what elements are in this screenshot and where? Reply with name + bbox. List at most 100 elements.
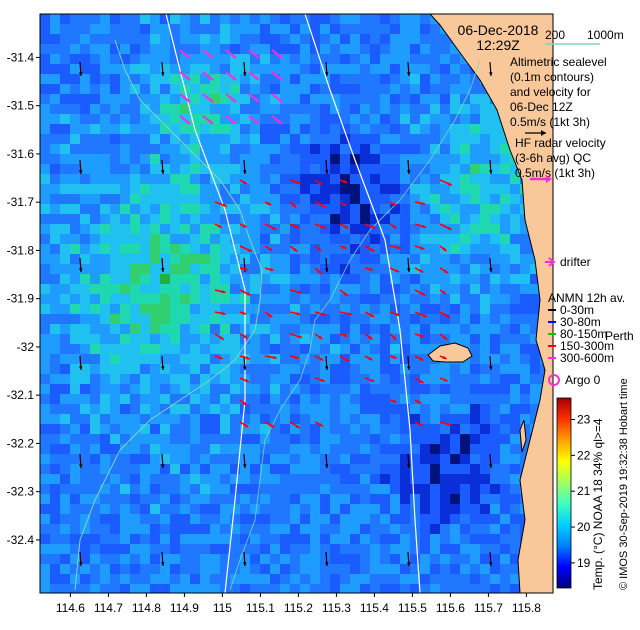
hf-arrow-head <box>369 267 373 271</box>
hf-arrow-head <box>368 356 373 361</box>
hf-arrow-head <box>292 203 297 208</box>
hf-arrow-head <box>247 248 252 252</box>
hf-arrow-head <box>242 224 247 228</box>
hf-arrow-head <box>344 225 349 229</box>
altimetry-arrow-head <box>161 464 165 468</box>
y-tick-label: -31.7 <box>7 195 35 209</box>
colorbar-tick-label: 23 <box>577 413 591 427</box>
hf-arrow-head <box>221 289 226 294</box>
hf-arrow-head <box>270 424 275 428</box>
hf-arrow-head <box>218 355 223 360</box>
hf-arrow-strong-head <box>278 98 282 102</box>
sealevel-contour-1 <box>165 14 246 593</box>
altimetry-arrow-head <box>407 366 411 370</box>
hf-arrow-strong-head <box>278 54 282 58</box>
sst-pixels <box>40 14 553 593</box>
hf-arrow-head <box>420 246 425 250</box>
hf-arrow-strong-head <box>255 54 259 58</box>
hf-arrow-head <box>321 203 326 208</box>
hf-arrow-head <box>342 202 347 207</box>
anmn-legend-label: 150-300m <box>560 339 614 353</box>
hf-arrow-strong-head <box>232 120 236 124</box>
altimetry-arrow-head <box>161 170 165 174</box>
altimetry-arrow-head <box>79 562 83 566</box>
hf-arrow-head <box>320 378 325 382</box>
alt-scale-arrow <box>525 130 546 136</box>
hf-note-line: 0.5m/s (1kt 3h) <box>515 166 595 180</box>
map-date: 06-Dec-2018 <box>458 22 539 38</box>
hf-arrow-head <box>318 335 323 339</box>
hf-arrow-head <box>272 355 277 360</box>
anmn-legend: ANMN 12h av. 0-30m30-80m80-150m150-300m3… <box>548 291 625 365</box>
x-tick-label: 115.8 <box>512 601 541 615</box>
hf-arrow-head <box>370 313 375 317</box>
hf-arrow-strong-head <box>209 76 213 80</box>
hf-arrow-strong-head <box>209 54 213 58</box>
altimetry-arrow-head <box>243 170 247 174</box>
hf-arrow-head <box>343 292 348 296</box>
argo-label: Argo 0 <box>565 373 601 387</box>
altimetry-arrow-head <box>161 366 165 370</box>
anmn-legend-label: 0-30m <box>560 303 594 317</box>
hf-arrow-head <box>371 225 376 229</box>
hf-arrow-head <box>243 267 248 271</box>
sealevel-contour-2 <box>304 14 421 593</box>
temperature-axis-label: Temp. (°C) NOAA 18 34% ql>=4 <box>591 418 605 590</box>
altimetry-arrow-head <box>489 562 493 566</box>
hf-note-line: (3-6h avg) QC <box>515 151 591 165</box>
hf-scale-arrow <box>530 175 552 183</box>
rottnest-island <box>427 342 473 363</box>
alt-note-line: (0.1m contours) <box>510 70 594 84</box>
hf-arrow-head <box>298 334 302 339</box>
x-tick-label: 115.3 <box>322 601 351 615</box>
x-tick-label: 114.6 <box>56 601 85 615</box>
altimetry-arrow-head <box>407 562 411 566</box>
altimetry-arrow-head <box>161 562 165 566</box>
hf-arrow-head <box>242 401 247 406</box>
y-tick-label: -31.6 <box>7 147 35 161</box>
hf-arrow-head <box>269 267 274 272</box>
hf-arrow-head <box>319 357 324 361</box>
hf-arrow-strong-head <box>278 120 282 124</box>
contour-200m <box>229 59 481 591</box>
hf-arrow-head <box>295 355 299 360</box>
hf-arrow-head <box>442 247 447 251</box>
hf-arrow-head <box>318 422 323 427</box>
altimetry-arrow-head <box>489 366 493 370</box>
hf-arrow-head <box>419 333 424 338</box>
hf-arrow-head <box>447 422 452 427</box>
alt-note-line: 0.5m/s (1kt 3h) <box>510 115 590 129</box>
hf-arrow-head <box>443 336 448 340</box>
drifter-label: drifter <box>560 255 591 269</box>
x-tick-label: 114.7 <box>94 601 123 615</box>
anmn-legend-entry: 80-150m <box>548 327 607 341</box>
colorbar-tick-label: 22 <box>577 448 591 462</box>
x-tick-label: 115.2 <box>284 601 313 615</box>
altimetry-arrow-head <box>79 170 83 174</box>
anmn-legend-entry: 0-30m <box>548 303 594 317</box>
hf-arrow-head <box>397 245 402 250</box>
hf-arrow-head <box>442 290 447 295</box>
hf-arrow-head <box>318 181 323 185</box>
perth-label: Perth <box>605 329 634 343</box>
hf-arrow-head <box>417 400 422 404</box>
hf-arrow-head <box>321 225 326 229</box>
altimetry-arrow-head <box>79 366 83 370</box>
plot-area[interactable] <box>40 14 604 595</box>
hf-arrow-head <box>419 357 424 361</box>
altimetry-arrow-head <box>489 464 493 468</box>
y-tick-label: -32.3 <box>7 485 35 499</box>
anmn-legend-label: 80-150m <box>560 327 607 341</box>
hf-arrow-head <box>419 379 424 384</box>
hf-arrow-head <box>421 201 426 206</box>
hf-arrow-head <box>268 313 273 318</box>
altimetry-arrow-head <box>407 268 411 272</box>
x-tick-label: 115.1 <box>246 601 275 615</box>
y-tick-label: -31.4 <box>7 50 35 64</box>
hf-arrow-head <box>392 399 397 403</box>
altimetry-arrow-head <box>325 268 329 272</box>
hf-arrow-strong-head <box>186 120 190 124</box>
altimetry-arrow-head <box>489 72 493 76</box>
